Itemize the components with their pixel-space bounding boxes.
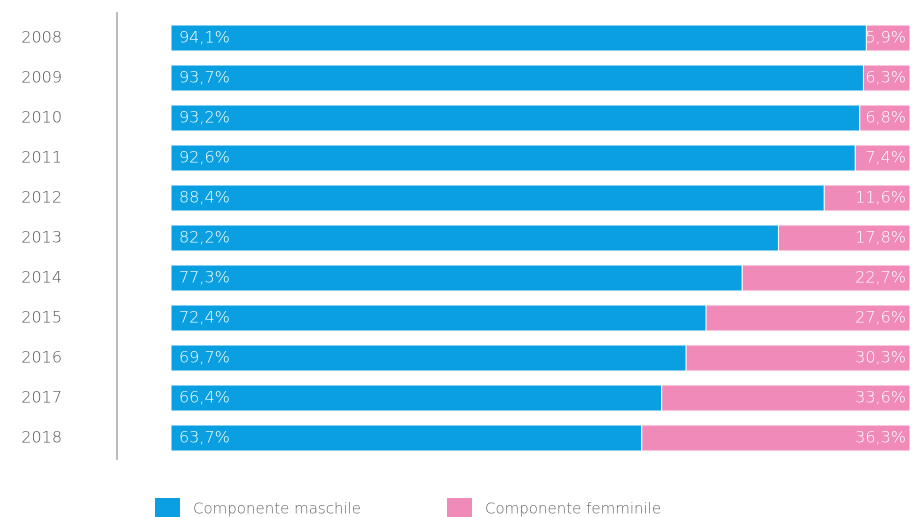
value-label: 11,6% [855,188,906,207]
value-label: 30,3% [855,348,906,367]
y-tick-label: 2013 [21,228,62,247]
bar-segment [170,304,707,332]
y-tick-label: 2018 [21,428,62,447]
value-label: 36,3% [855,428,906,447]
legend-label: Componente maschile [193,500,361,517]
bar-segment [170,424,643,452]
bar-segment [170,384,663,412]
value-label: 6,3% [865,68,906,87]
value-label: 72,4% [179,308,230,327]
y-tick-label: 2008 [21,28,62,47]
y-tick-label: 2009 [21,68,62,87]
value-label: 82,2% [179,228,230,247]
value-label: 63,7% [179,428,230,447]
y-tick-label: 2015 [21,308,62,327]
y-tick-label: 2016 [21,348,62,367]
value-label: 17,8% [855,228,906,247]
value-label: 92,6% [179,148,230,167]
value-label: 22,7% [855,268,906,287]
bar-segment [741,264,911,292]
bar-segment [170,24,867,52]
value-label: 5,9% [865,28,906,47]
bar-segment [641,424,911,452]
bar-segment [854,144,911,172]
value-label: 88,4% [179,188,230,207]
y-tick-label: 2017 [21,388,62,407]
value-label: 33,6% [855,388,906,407]
legend-label: Componente femminile [485,500,661,517]
bar-segment [170,104,861,132]
value-label: 93,7% [179,68,230,87]
y-tick-label: 2011 [21,148,62,167]
value-label: 7,4% [865,148,906,167]
bar-segment [705,304,911,332]
bar-segment [823,184,911,212]
bar-segment [170,224,779,252]
value-label: 93,2% [179,108,230,127]
bar-segment [661,384,911,412]
bar-segment [170,144,856,172]
y-tick-label: 2010 [21,108,62,127]
legend-swatch [447,498,472,517]
legend-swatch [155,498,180,517]
bar-segment [777,224,911,252]
bar-segment [859,104,911,132]
bar-segment [865,24,911,52]
bar-segment [170,64,864,92]
value-label: 77,3% [179,268,230,287]
value-label: 69,7% [179,348,230,367]
y-tick-label: 2014 [21,268,62,287]
bar-segment [862,64,911,92]
y-tick-label: 2012 [21,188,62,207]
bar-segment [170,184,825,212]
value-label: 6,8% [865,108,906,127]
bar-segment [170,264,743,292]
value-label: 27,6% [855,308,906,327]
bar-segment [170,344,687,372]
value-label: 66,4% [179,388,230,407]
value-label: 94,1% [179,28,230,47]
bar-segment [685,344,911,372]
